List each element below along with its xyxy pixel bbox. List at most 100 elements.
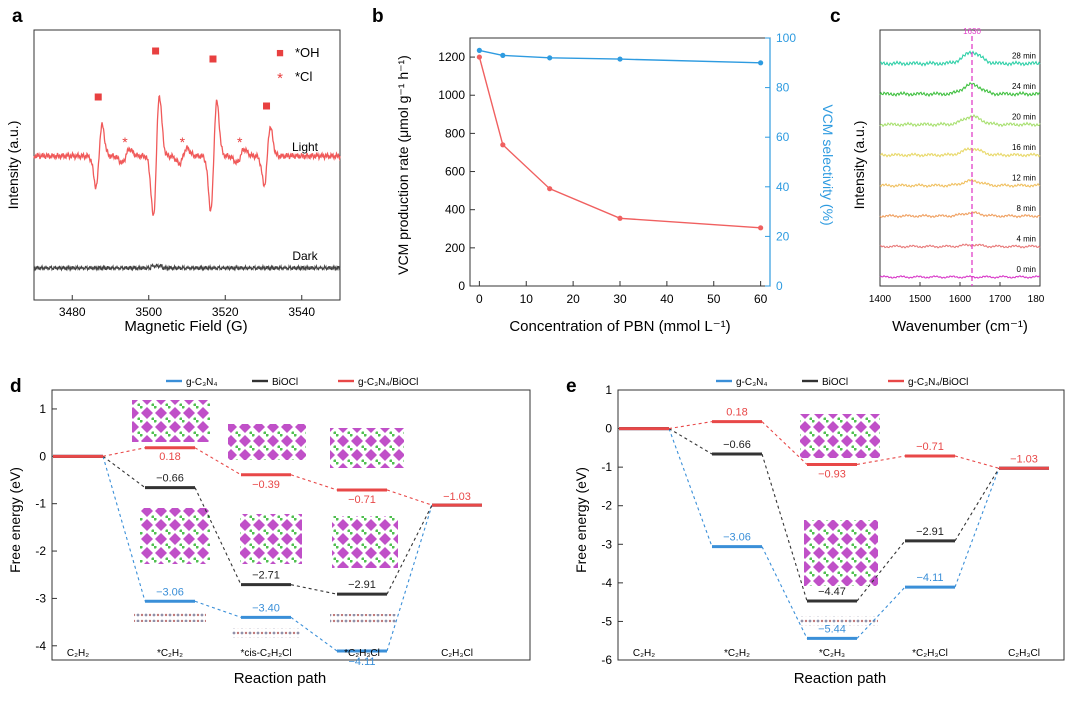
panel-a-peak-markers: * * * [94, 47, 271, 150]
legend-oh-marker: ■ [276, 45, 284, 60]
panel-b-y-tick-label: 600 [445, 165, 465, 179]
panel-b-x-tick-label: 10 [520, 292, 534, 306]
panel-b-y2-tick-label: 60 [776, 130, 790, 144]
panel-d-path-label: C₂H₃Cl [441, 648, 473, 659]
panel-b-series-point [476, 54, 482, 60]
oh-peak-marker [94, 93, 102, 101]
panel-e-level-label: −0.66 [723, 439, 751, 451]
panel-e-connector [761, 453, 808, 602]
panel-b-axes: 0 10 20 30 40 50 60020040060080010001200020406… [438, 31, 796, 306]
panel-b-y-tick-label: 1200 [438, 50, 465, 64]
panel-a-legend: ■ *OH * *Cl [276, 45, 319, 87]
panel-e-connector [954, 468, 1000, 542]
panel-b-letter: b [372, 6, 384, 27]
panel-e-series: −3.06 −5.44 −4.11 −0.66 −4.47 −2.91 0.18 −0.93 −… [619, 407, 1049, 640]
panel-c-trace-label: 24 min [1012, 82, 1036, 91]
panel-c-trace-label: 4 min [1016, 235, 1036, 244]
panel-d-level-label: −2.71 [252, 570, 280, 582]
panel-e-y-tick-label: 1 [605, 383, 612, 397]
panel-a-ylabel: Intensity (a.u.) [5, 121, 21, 210]
panel-d-level-label: −3.40 [252, 602, 280, 614]
panel-e-y-tick-label: -1 [601, 460, 612, 474]
panel-e-connector [856, 455, 906, 465]
panel-e-frame [617, 389, 1065, 661]
structure-heterojunction-c2h3 [800, 414, 880, 458]
panel-a: a 3480 3500 3520 3540 * * * Light Dark ■ *OH … [5, 6, 341, 335]
panel-c-trace-label: 12 min [1012, 174, 1036, 183]
panel-b-series-point [500, 142, 506, 148]
panel-c-trace [879, 50, 1041, 67]
panel-e-y-tick-label: -5 [601, 614, 612, 628]
panel-c-x-ticks: 1400 1500 1600 1700 180 [869, 282, 1045, 305]
panel-b-x-tick-label: 50 [707, 292, 721, 306]
panel-e-level-label: −4.11 [916, 572, 943, 584]
panel-e-level-label: −0.93 [818, 468, 846, 480]
panel-b-y2-tick-label: 40 [776, 180, 790, 194]
panel-d-series: −3.06 −3.40 −4.11 −0.66 −2.71 −2.91 0.18 −0.39 −… [53, 446, 482, 668]
panel-e-path-label: C₂H₃Cl [1008, 648, 1040, 659]
panel-e-legend-label: BiOCl [822, 377, 848, 388]
panel-d-letter: d [10, 376, 22, 397]
panel-d-y-tick-label: -4 [35, 639, 46, 653]
legend-cl-label: *Cl [295, 69, 312, 84]
panel-c-trace [879, 211, 1041, 219]
panel-a-frame [33, 29, 341, 301]
panel-b-series-point [547, 55, 553, 61]
panel-e: e 1 0 -1 -2 -3 -4 -5 -6 −3.06 −5.44 −4.11 −0.66 −4.… [566, 376, 1065, 687]
panel-c-x-tick-label: 1600 [949, 294, 972, 305]
legend-cl-marker: * [277, 70, 283, 87]
panel-e-y-tick-label: -6 [601, 653, 612, 667]
panel-e-xlabel: Reaction path [794, 670, 887, 687]
panel-c-trace-label: 16 min [1012, 143, 1036, 152]
panel-c-trace-label: 0 min [1016, 265, 1036, 274]
panel-c-trace [879, 274, 1041, 280]
panel-b-y-tick-label: 800 [445, 126, 465, 140]
structure-cn-cis [232, 628, 300, 638]
panel-c-x-tick-label: 1400 [869, 294, 892, 305]
panel-e-connector [668, 421, 713, 430]
panel-a-dark-label: Dark [292, 249, 318, 263]
panel-d-connector [386, 489, 433, 506]
panel-e-path-label: *C₂H₂ [724, 648, 750, 659]
panel-e-structure-images [800, 414, 880, 626]
panel-d-connector [102, 447, 146, 457]
cl-peak-marker: * [180, 134, 186, 150]
panel-b-series [476, 47, 764, 231]
panel-e-legend-label: g-C₃N₄ [736, 377, 768, 388]
structure-cn-c2h3 [800, 616, 878, 626]
panel-b-series-point [758, 225, 764, 231]
panel-b-y-tick-label: 1000 [438, 88, 465, 102]
panel-e-level-label: −3.06 [723, 532, 751, 544]
structure-bioc-cis [240, 514, 302, 564]
panel-c-trace [879, 81, 1041, 98]
panel-d-y-tick-label: 0 [39, 449, 46, 463]
panel-b-y2-tick-label: 100 [776, 31, 796, 45]
panel-c-trace [879, 113, 1041, 128]
panel-d-level-label: 0.18 [159, 451, 180, 463]
panel-d-connector [102, 456, 146, 602]
panel-c-trace [879, 147, 1041, 158]
oh-peak-marker [263, 102, 271, 110]
panel-b-y2-tick-label: 0 [776, 279, 783, 293]
panel-c-ylabel: Intensity (a.u.) [851, 121, 867, 210]
panel-a-x-tick-label: 3520 [212, 305, 239, 319]
panel-d-connector [194, 600, 242, 618]
panel-e-letter: e [566, 376, 577, 397]
panel-b-x-tick-label: 20 [566, 292, 580, 306]
structure-heterojunction-cis [228, 424, 306, 460]
panel-e-level-label: −4.47 [818, 586, 846, 598]
panel-b-series-point [617, 56, 623, 62]
panel-c-peak-label: 1630 [963, 27, 981, 36]
panel-b-y2-tick-label: 80 [776, 81, 790, 95]
panel-c: c 1400 1500 1600 1700 180 0 min 4 min 8 min 12 … [830, 6, 1045, 335]
panel-b-xlabel: Concentration of PBN (mmol L⁻¹) [509, 318, 730, 335]
panel-b-x-tick-label: 60 [754, 292, 768, 306]
structure-bioc-adsorbed [140, 508, 210, 564]
panel-c-trace [879, 243, 1041, 249]
panel-e-connector [668, 428, 713, 547]
panel-b-series-point [500, 52, 506, 58]
panel-e-ylabel: Free energy (eV) [573, 467, 589, 573]
panel-d-path-label: *C₂H₃Cl [344, 648, 380, 659]
panel-e-level-label: 0.18 [726, 407, 747, 419]
